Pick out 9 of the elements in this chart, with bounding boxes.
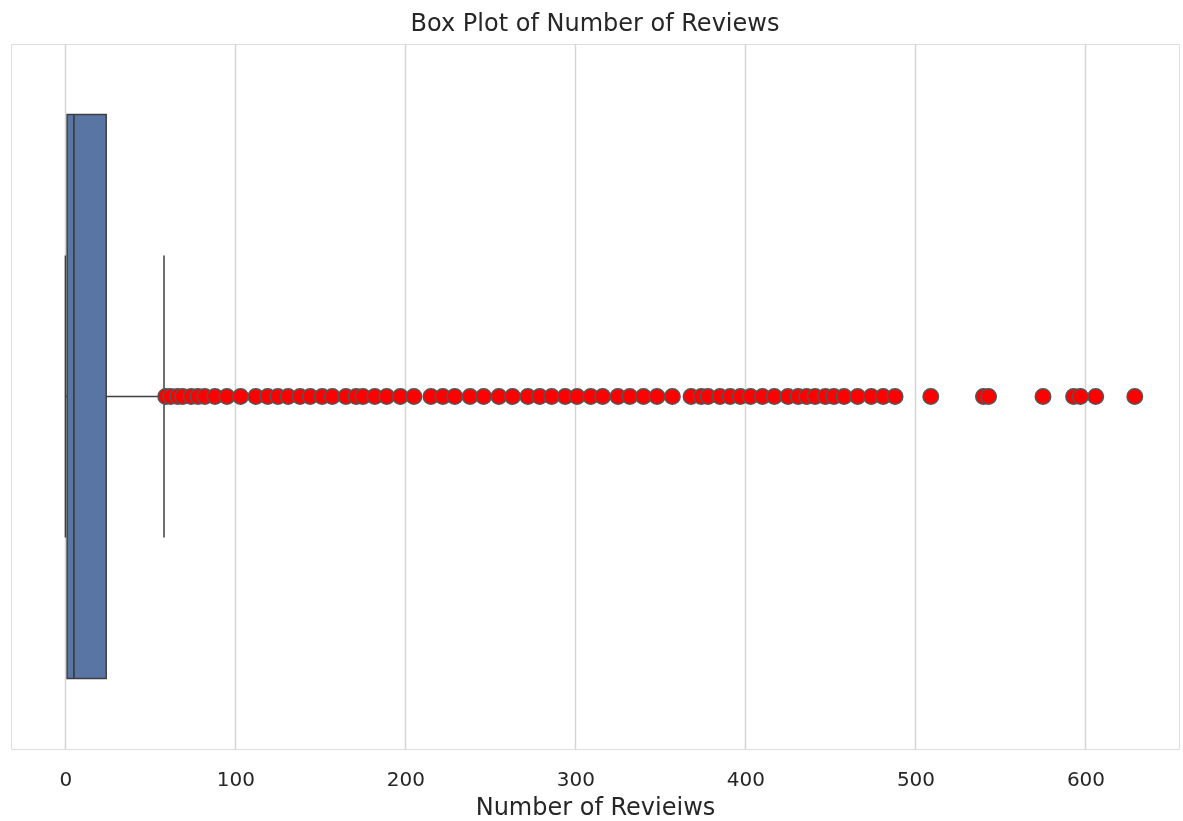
x-tick-label: 300 — [556, 766, 596, 791]
x-tick-label: 0 — [59, 766, 73, 791]
x-tick-label: 200 — [386, 766, 426, 791]
x-tick-label: 400 — [726, 766, 766, 791]
x-axis-title: Number of Revieiws — [475, 792, 716, 821]
chart-title: Box Plot of Number of Reviews — [410, 9, 780, 37]
x-tick-label: 600 — [1066, 766, 1106, 791]
x-tick-label: 100 — [216, 766, 256, 791]
x-tick-label: 500 — [896, 766, 936, 791]
